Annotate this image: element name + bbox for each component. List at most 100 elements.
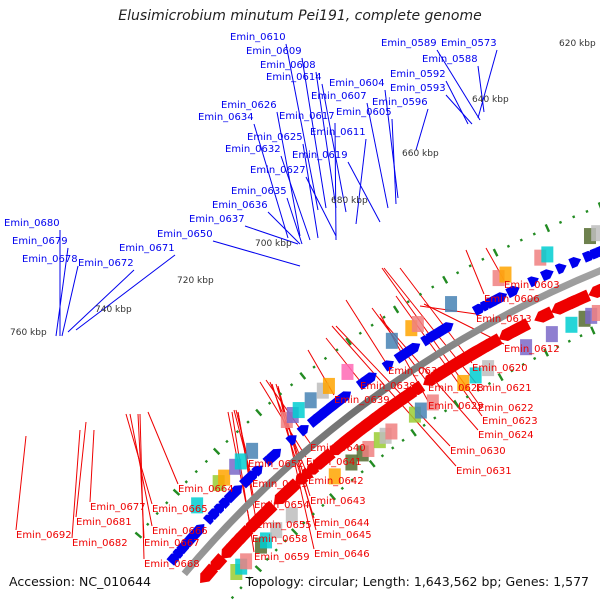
tick-mark <box>585 209 589 213</box>
reverse-cog-block <box>457 374 470 391</box>
tick-mark <box>532 232 536 236</box>
reverse-gene-label: Emin_0641 <box>306 457 362 468</box>
tick-mark <box>597 201 600 211</box>
forward-gene-label: Emin_0596 <box>372 97 428 108</box>
forward-gene-shape <box>227 485 243 500</box>
reverse-gene-label: Emin_0621 <box>476 383 532 394</box>
forward-gene-label: Emin_0636 <box>212 200 268 211</box>
reverse-gene-label: Emin_0682 <box>72 538 128 549</box>
tick-mark <box>492 248 499 257</box>
reverse-gene <box>577 289 592 303</box>
forward-gene-label: Emin_0679 <box>12 236 68 247</box>
tick-mark <box>340 486 345 491</box>
tick-mark <box>382 315 386 319</box>
reverse-cog-block <box>328 468 341 485</box>
forward-label-connector <box>276 111 301 237</box>
forward-label-connector <box>280 155 311 241</box>
forward-gene-label: Emin_0604 <box>329 78 385 89</box>
tick-mark <box>345 337 352 346</box>
forward-label-connector <box>253 123 289 239</box>
forward-gene <box>251 465 263 477</box>
forward-gene-label: Emin_0619 <box>292 150 348 161</box>
forward-gene-label: Emin_0650 <box>157 229 213 240</box>
reverse-gene <box>592 278 600 297</box>
forward-gene <box>227 485 243 500</box>
forward-gene <box>595 244 600 258</box>
tick-mark <box>521 362 525 367</box>
forward-cog-block <box>322 377 335 394</box>
tick-mark <box>567 339 571 343</box>
reverse-gene-label: Emin_0606 <box>484 294 540 305</box>
tick-mark <box>165 501 169 505</box>
reverse-cog-block <box>285 507 298 524</box>
reverse-label-connector <box>15 435 27 531</box>
forward-gene-label: Emin_0617 <box>279 111 335 122</box>
reverse-gene-label: Emin_0622 <box>478 403 534 414</box>
forward-gene-label: Emin_0678 <box>22 254 78 265</box>
tick-mark <box>543 348 550 357</box>
kbp-label: 740 kbp <box>95 305 132 315</box>
forward-gene <box>337 391 352 404</box>
reverse-gene-label: Emin_0658 <box>252 534 308 545</box>
forward-label-connector <box>305 176 337 237</box>
forward-label-connector <box>334 122 337 241</box>
forward-label-connector <box>321 83 347 213</box>
reverse-gene-shape <box>518 318 532 331</box>
tick-mark <box>267 401 272 405</box>
reverse-gene-label: Emin_0654 <box>254 500 310 511</box>
forward-gene <box>207 507 220 521</box>
forward-gene-shape <box>251 465 263 477</box>
forward-gene <box>505 285 520 299</box>
tick-mark <box>299 372 307 380</box>
forward-gene-shape <box>245 470 258 483</box>
tick-mark <box>255 408 263 417</box>
reverse-cog-block <box>520 339 533 356</box>
genome-summary: Topology: circular; Length: 1,643,562 bp… <box>245 574 589 589</box>
tick-mark <box>497 373 504 382</box>
forward-gene <box>527 276 539 288</box>
kbp-label: 720 kbp <box>177 276 214 286</box>
reverse-cog-block <box>414 402 427 419</box>
forward-gene-shape <box>406 342 421 356</box>
tick-mark <box>572 215 576 219</box>
forward-cog-block <box>246 442 259 459</box>
reverse-cog-block <box>469 367 482 384</box>
forward-gene-shape <box>527 276 539 288</box>
forward-gene-shape <box>213 502 225 514</box>
tick-mark <box>556 345 560 349</box>
reverse-label-connector <box>75 421 87 518</box>
forward-label-connector <box>75 254 176 331</box>
tick-mark <box>155 511 159 516</box>
reverse-gene <box>261 500 278 517</box>
forward-label-connector <box>244 225 299 245</box>
forward-gene <box>437 322 454 336</box>
forward-cog-block <box>445 296 458 313</box>
tick-mark <box>510 369 514 373</box>
reverse-gene-label: Emin_0645 <box>316 530 372 541</box>
tick-mark <box>579 334 583 338</box>
forward-label-connector <box>286 197 303 245</box>
forward-gene-label: Emin_0608 <box>260 60 316 71</box>
reverse-gene-label: Emin_0603 <box>504 280 560 291</box>
reverse-label-connector <box>147 411 179 485</box>
reverse-gene-label: Emin_0640 <box>310 443 366 454</box>
forward-gene-label: Emin_0611 <box>310 127 366 138</box>
kbp-ticks <box>134 201 600 600</box>
reverse-gene-label: Emin_0667 <box>144 538 200 549</box>
reverse-gene-label: Emin_0631 <box>456 466 512 477</box>
tick-mark <box>380 454 385 458</box>
forward-cog-block <box>292 402 305 419</box>
kbp-label: 680 kbp <box>331 196 368 206</box>
reverse-gene-label: Emin_0664 <box>178 484 234 495</box>
tick-mark <box>453 399 460 408</box>
reverse-cog-block <box>545 326 558 343</box>
forward-gene <box>166 552 179 566</box>
forward-gene-label: Emin_0593 <box>390 83 446 94</box>
forward-gene-label: Emin_0672 <box>78 258 134 269</box>
forward-gene-label: Emin_0614 <box>266 72 322 83</box>
forward-gene-label: Emin_0626 <box>221 100 277 111</box>
kbp-labels: 620 kbp 640 kbp 660 kbp 680 kbp 700 kbp 720 k… <box>10 39 596 338</box>
reverse-gene-label: Emin_0652 <box>248 459 304 470</box>
tick-mark <box>590 326 596 335</box>
